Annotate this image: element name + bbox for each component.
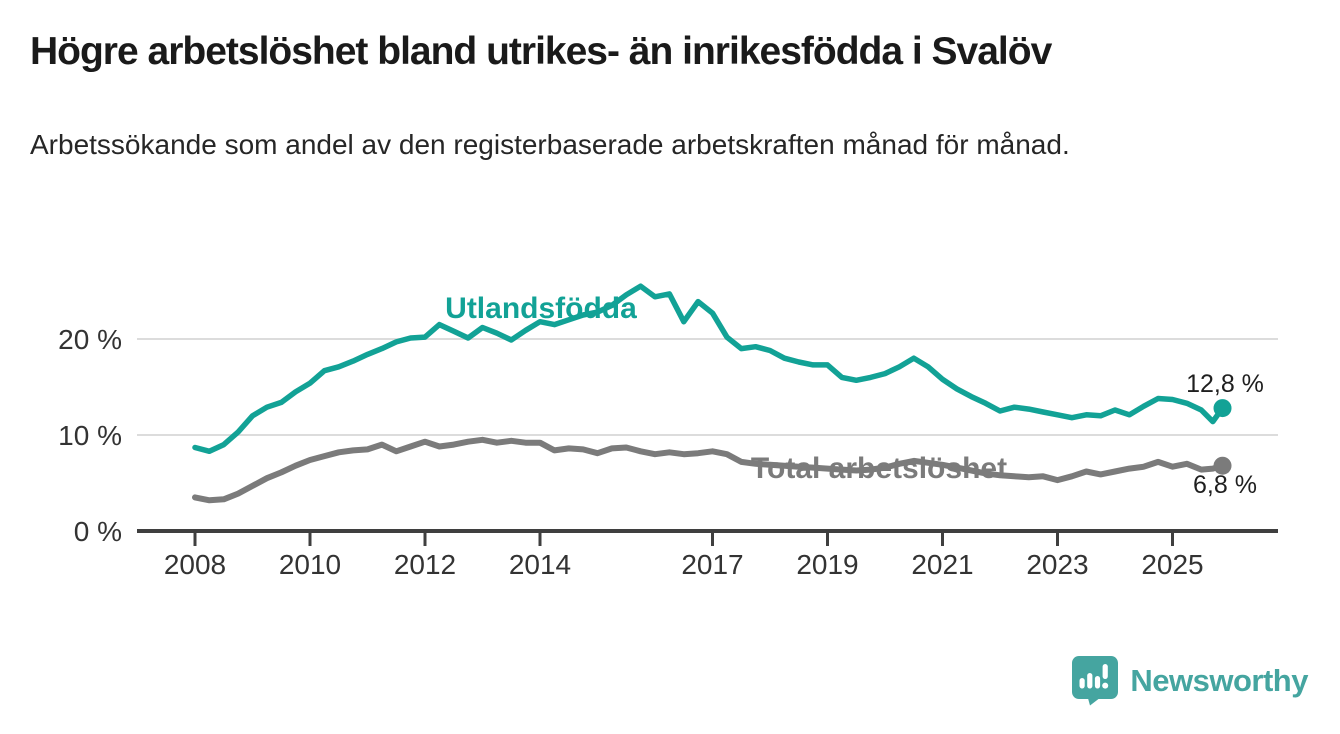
series-line-utlandsfodda	[192, 283, 1226, 455]
newsworthy-logo-text: Newsworthy	[1130, 662, 1308, 698]
x-tick-label-2014: 2014	[509, 549, 571, 580]
series-label-utlandsfodda: Utlandsfödda	[445, 292, 637, 325]
newsworthy-logo-icon	[1072, 656, 1119, 706]
logo-barchart-glyph	[1079, 664, 1109, 689]
series-label-total: Total arbetslöshet	[751, 452, 1007, 485]
end-value-label-utlandsfodda: 12,8 %	[1186, 370, 1264, 398]
series-line-total-end-dot	[1213, 456, 1232, 475]
x-tick-label-2019: 2019	[796, 549, 858, 580]
x-tick-label-2021: 2021	[911, 549, 973, 580]
x-tick-label-2025: 2025	[1141, 549, 1203, 580]
newsworthy-logo: Newsworthy	[1071, 655, 1308, 706]
x-tick-label-2010: 2010	[279, 549, 341, 580]
x-tick-label-2012: 2012	[394, 549, 456, 580]
y-tick-label-10: 10 %	[58, 420, 122, 451]
x-tick-label-2017: 2017	[681, 549, 743, 580]
y-tick-label-0: 0 %	[74, 516, 122, 547]
end-value-label-total: 6,8 %	[1193, 471, 1257, 499]
x-tick-label-2023: 2023	[1026, 549, 1088, 580]
series-line-total	[192, 436, 1226, 504]
chart-subtitle: Arbetssökande som andel av den registerb…	[30, 129, 1070, 160]
chart-title: Högre arbetslöshet bland utrikes- än inr…	[30, 30, 1052, 73]
series-line-utlandsfodda-end-dot	[1213, 399, 1232, 418]
y-tick-label-20: 20 %	[58, 324, 122, 355]
x-tick-label-2008: 2008	[164, 549, 226, 580]
